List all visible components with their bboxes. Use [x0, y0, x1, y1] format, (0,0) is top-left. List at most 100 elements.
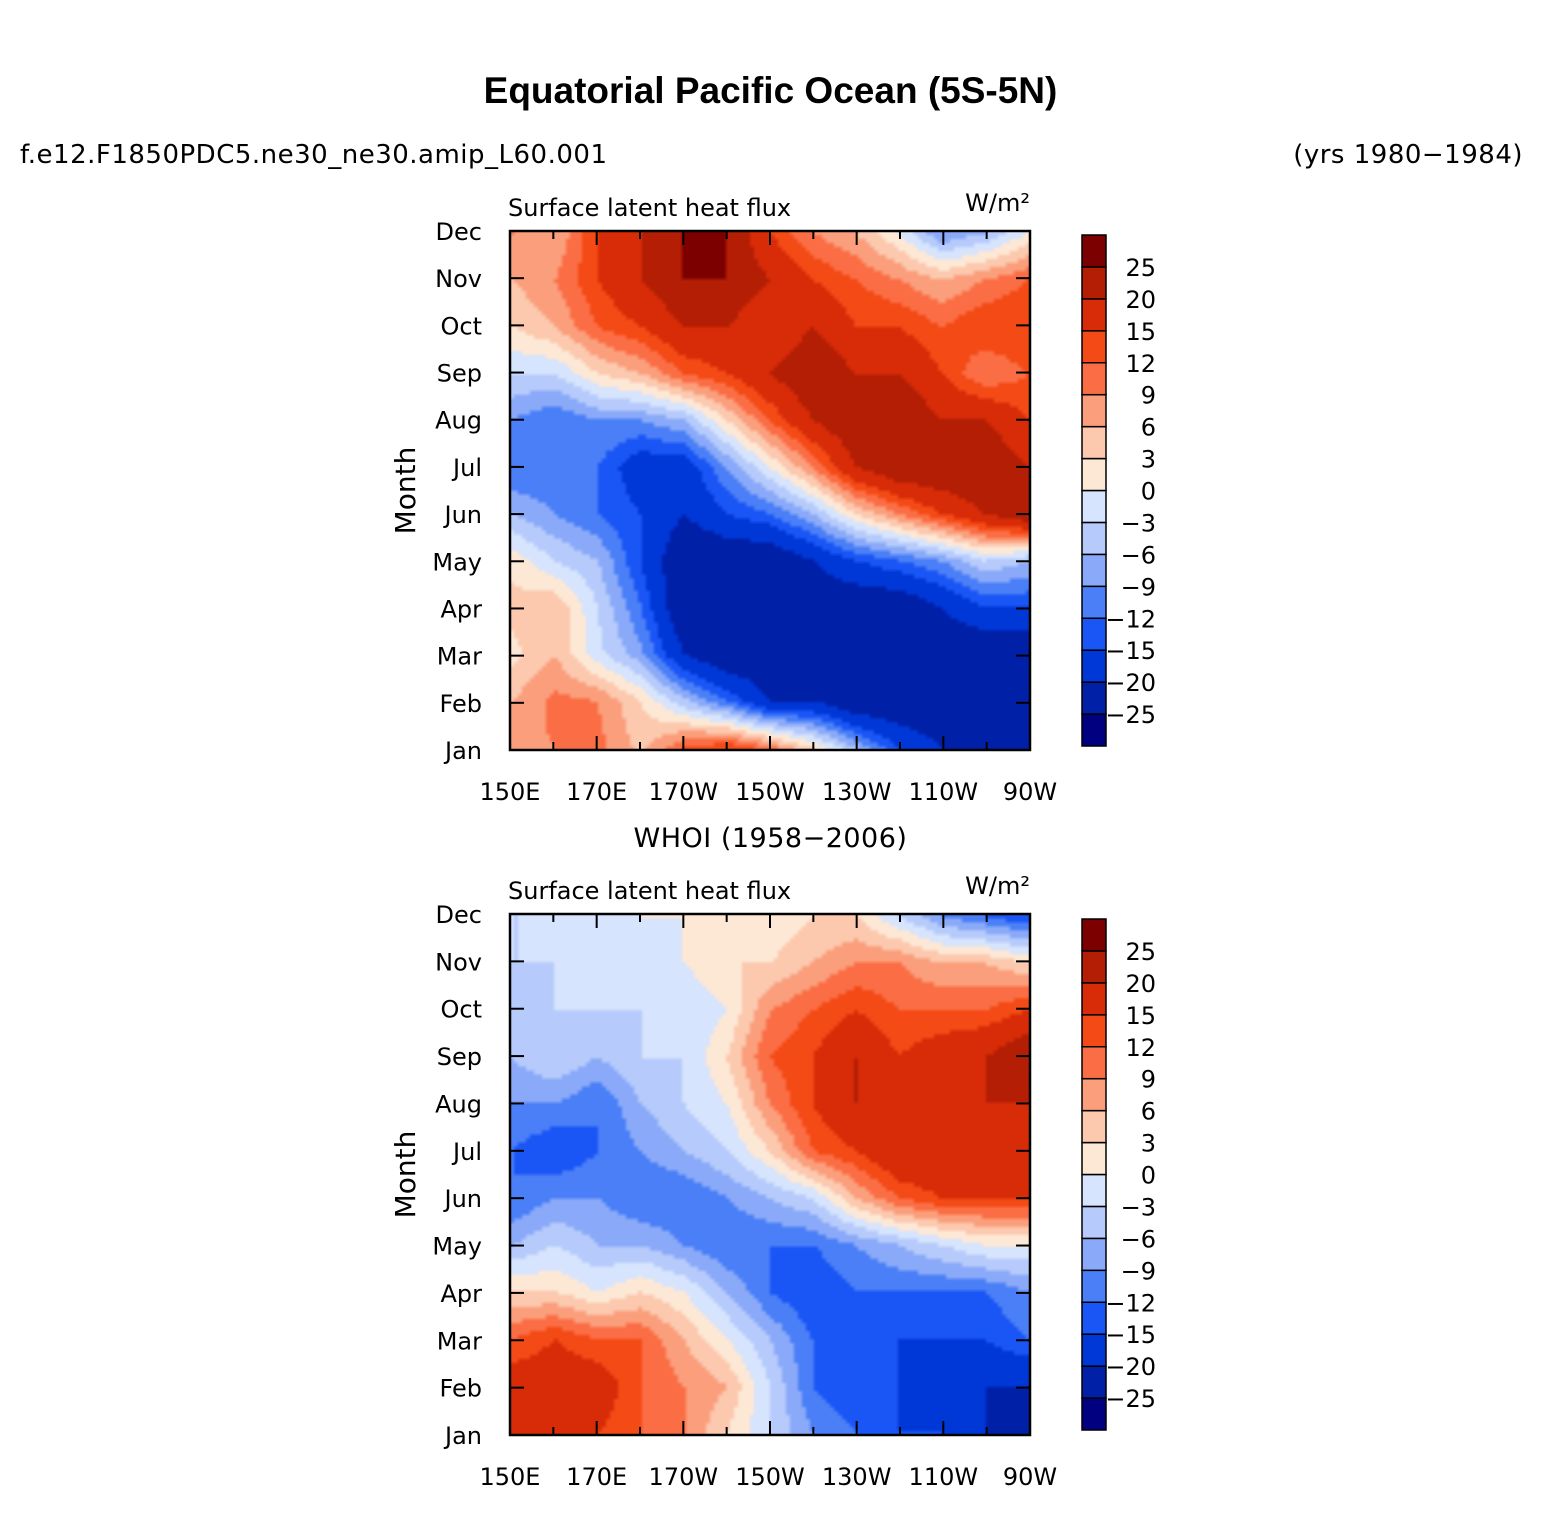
x-tick-label: 150E — [480, 778, 541, 806]
colorbar-label: 3 — [1141, 446, 1156, 474]
colorbar-label: −15 — [1105, 637, 1156, 665]
colorbar-label: 6 — [1141, 414, 1156, 442]
y-axis-label: Month — [389, 447, 422, 535]
colorbar-label: −12 — [1105, 605, 1156, 633]
y-tick-label: Mar — [437, 643, 482, 671]
x-tick-label: 150E — [480, 1463, 541, 1491]
colorbar-label: 20 — [1125, 286, 1156, 314]
colorbar-label: 15 — [1125, 318, 1156, 346]
y-tick-label: May — [432, 1233, 482, 1261]
colorbar-box — [1081, 1269, 1107, 1303]
x-tick-label: 170W — [649, 1463, 719, 1491]
colorbar-box — [1081, 234, 1107, 268]
x-tick-label: 150W — [735, 778, 805, 806]
colorbar-box — [1081, 330, 1107, 364]
x-tick-label: 130W — [822, 1463, 892, 1491]
panel-subtitle: Surface latent heat flux — [508, 194, 791, 222]
colorbar-box — [1081, 649, 1107, 683]
colorbar-label: −20 — [1105, 1353, 1156, 1381]
case-name-label: f.e12.F1850PDC5.ne30_ne30.amip_L60.001 — [20, 140, 608, 170]
colorbar-box — [1081, 585, 1107, 619]
y-tick-label: Dec — [436, 218, 482, 246]
colorbar-label: 0 — [1141, 1162, 1156, 1190]
units-label: W/m² — [965, 872, 1030, 900]
colorbar-label: −3 — [1121, 1193, 1156, 1221]
y-tick-label: Nov — [435, 948, 482, 976]
y-tick-label: Jan — [443, 1422, 482, 1450]
y-tick-label: Dec — [436, 901, 482, 929]
colorbar-box — [1081, 489, 1107, 524]
x-tick-label: 90W — [1003, 778, 1057, 806]
panel-subtitle: Surface latent heat flux — [508, 877, 791, 905]
colorbar-box — [1081, 950, 1107, 984]
colorbar-box — [1081, 1046, 1107, 1080]
colorbar-label: 3 — [1141, 1130, 1156, 1158]
page-title: Equatorial Pacific Ocean (5S-5N) — [483, 70, 1058, 111]
colorbar-label: 9 — [1141, 382, 1156, 410]
y-tick-label: Oct — [441, 996, 483, 1024]
y-tick-label: Jun — [443, 1185, 483, 1213]
colorbar-box — [1081, 982, 1107, 1016]
y-tick-label: Mar — [437, 1327, 482, 1355]
x-tick-label: 90W — [1003, 1463, 1057, 1491]
x-tick-label: 150W — [735, 1463, 805, 1491]
colorbar-box — [1081, 521, 1107, 556]
colorbar-box — [1081, 1365, 1107, 1399]
colorbar-label: −25 — [1105, 1385, 1156, 1413]
colorbar-box — [1081, 1397, 1107, 1431]
x-tick-label: 170W — [649, 778, 719, 806]
colorbar-box — [1081, 1237, 1107, 1272]
colorbar-box — [1081, 1333, 1107, 1367]
y-tick-label: Jan — [443, 737, 482, 765]
units-label: W/m² — [965, 189, 1030, 217]
x-tick-label: 170E — [566, 778, 627, 806]
colorbar-label: 25 — [1125, 938, 1156, 966]
colorbar-label: −3 — [1121, 509, 1156, 537]
y-tick-label: May — [432, 548, 482, 576]
colorbar-label: 25 — [1125, 254, 1156, 282]
colorbar-label: 0 — [1141, 478, 1156, 506]
colorbar-box — [1081, 1205, 1107, 1240]
colorbar-box — [1081, 266, 1107, 300]
colorbar-box — [1081, 1141, 1107, 1176]
y-tick-label: Apr — [440, 595, 482, 623]
colorbar-label: −12 — [1105, 1289, 1156, 1317]
y-tick-label: Oct — [441, 312, 483, 340]
colorbar-label: −25 — [1105, 701, 1156, 729]
panel2-title: WHOI (1958−2006) — [633, 823, 908, 854]
x-tick-label: 170E — [566, 1463, 627, 1491]
colorbar-label: −6 — [1121, 541, 1156, 569]
colorbar-label: 15 — [1125, 1002, 1156, 1030]
y-tick-label: Feb — [440, 1375, 483, 1403]
colorbar-label: 12 — [1125, 1034, 1156, 1062]
colorbar-box — [1081, 1301, 1107, 1335]
colorbar-box — [1081, 1014, 1107, 1048]
colorbar-box — [1081, 1173, 1107, 1208]
colorbar-box — [1081, 393, 1107, 428]
colorbar-label: −6 — [1121, 1225, 1156, 1253]
colorbar-label: 6 — [1141, 1098, 1156, 1126]
y-tick-label: Aug — [435, 407, 482, 435]
colorbar-label: −9 — [1121, 573, 1156, 601]
x-tick-label: 110W — [909, 1463, 979, 1491]
colorbar-box — [1081, 1109, 1107, 1144]
colorbar-box — [1081, 1077, 1107, 1112]
heatmap-field — [510, 914, 1030, 1435]
colorbar-box — [1081, 425, 1107, 460]
colorbar-box — [1081, 553, 1107, 588]
colorbar-label: −9 — [1121, 1257, 1156, 1285]
colorbar-box — [1081, 713, 1107, 747]
colorbar-label: 9 — [1141, 1066, 1156, 1094]
colorbar-box — [1081, 681, 1107, 715]
y-tick-label: Jul — [451, 454, 482, 482]
heatmap-panel-2: 150E 170E 170W 150W 130W 110W 90W Jan Feb Mar Apr M… — [389, 872, 1156, 1491]
years-label: (yrs 1980−1984) — [1293, 140, 1523, 170]
x-tick-label: 110W — [909, 778, 979, 806]
colorbar-box — [1081, 362, 1107, 396]
y-tick-label: Jun — [443, 501, 483, 529]
colorbar-box — [1081, 457, 1107, 492]
y-tick-label: Aug — [435, 1090, 482, 1118]
y-tick-label: Feb — [440, 690, 483, 718]
y-tick-label: Sep — [437, 360, 482, 388]
